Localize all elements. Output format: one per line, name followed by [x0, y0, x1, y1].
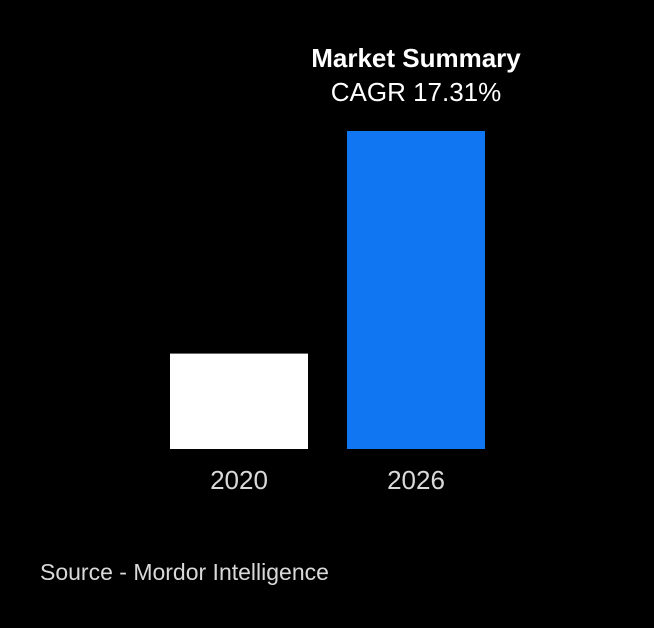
- x-tick-label-2020: 2020: [210, 465, 268, 495]
- bar-2026: [347, 131, 485, 449]
- x-tick-label-2026: 2026: [387, 465, 445, 495]
- bar-2020: [170, 353, 308, 449]
- source-note: Source - Mordor Intelligence: [40, 559, 329, 585]
- chart-subtitle: CAGR 17.31%: [330, 77, 502, 107]
- chart-title: Market Summary: [311, 43, 521, 73]
